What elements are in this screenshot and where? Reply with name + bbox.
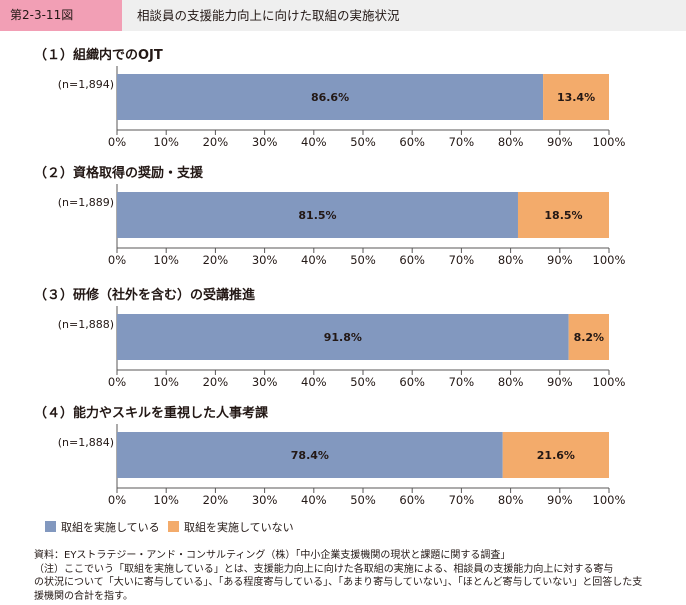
x-tick-label: 30% [252, 493, 278, 507]
x-tick-label: 0% [108, 253, 126, 267]
x-tick-label: 30% [252, 375, 278, 389]
x-tick-label: 60% [399, 135, 425, 149]
bar-segment-implemented [117, 432, 503, 478]
x-tick-label: 20% [203, 135, 229, 149]
x-tick-label: 10% [153, 135, 179, 149]
bar-plot: 0% 10% 20% 30% 40% 50% 60% 70% 80% 90% 100% 81.5% 18… [108, 184, 626, 272]
x-tick-label: 70% [449, 135, 475, 149]
figure-notes: 資料：EYストラテジー・アンド・コンサルティング（株）「中小企業支援機関の現状と… [34, 549, 674, 603]
x-tick-label: 50% [350, 375, 376, 389]
x-tick-label: 90% [547, 375, 573, 389]
bar-plot: 0% 10% 20% 30% 40% 50% 60% 70% 80% 90% 100% 91.8% 8.… [108, 306, 626, 394]
data-label-not-implemented: 21.6% [537, 449, 575, 462]
sample-size-label: (n=1,894) [57, 78, 114, 91]
x-tick-label: 90% [547, 493, 573, 507]
bar-segment-implemented [117, 192, 518, 238]
panel-title: （３）研修（社外を含む）の受講推進 [34, 288, 256, 303]
bar-segment-not-implemented [502, 432, 609, 478]
x-tick-label: 0% [108, 375, 126, 389]
x-tick-label: 70% [449, 253, 475, 267]
x-tick-label: 80% [498, 493, 524, 507]
legend-label-not-implemented: 取組を実施していない [184, 521, 294, 534]
stacked-bar-chart: 0% 10% 20% 30% 40% 50% 60% 70% 80% 90% 100% 81.5% 18… [108, 184, 626, 267]
x-tick-label: 50% [350, 493, 376, 507]
x-tick-label: 10% [153, 493, 179, 507]
panel-title: （１）組織内でのOJT [34, 48, 163, 63]
panel-title: （４）能力やスキルを重視した人事考課 [34, 406, 269, 421]
x-tick-label: 0% [108, 493, 126, 507]
x-tick-label: 80% [498, 375, 524, 389]
note-line-3: 援機関の合計を指す。 [34, 590, 133, 602]
chart-panel-3: （３）研修（社外を含む）の受講推進 (n=1,888) 0% 10% 20% 30% 4… [0, 284, 686, 396]
bar-plot: 0% 10% 20% 30% 40% 50% 60% 70% 80% 90% 100% 78.4% 21… [108, 424, 626, 512]
x-tick-label: 20% [203, 493, 229, 507]
x-tick-label: 50% [350, 253, 376, 267]
x-tick-label: 60% [399, 253, 425, 267]
x-tick-label: 0% [108, 135, 126, 149]
x-tick-label: 90% [547, 253, 573, 267]
x-tick-label: 80% [498, 253, 524, 267]
x-tick-label: 100% [593, 135, 626, 149]
bar-plot: 0% 10% 20% 30% 40% 50% 60% 70% 80% 90% 100% 86.6% 13… [108, 66, 626, 154]
data-label-implemented: 86.6% [311, 91, 349, 104]
figure-title: 相談員の支援能力向上に向けた取組の実施状況 [137, 8, 400, 23]
x-tick-label: 40% [301, 375, 327, 389]
legend-swatch-implemented [45, 521, 56, 532]
x-tick-label: 40% [301, 135, 327, 149]
x-tick-label: 50% [350, 135, 376, 149]
x-tick-label: 30% [252, 253, 278, 267]
x-tick-label: 30% [252, 135, 278, 149]
legend-label-implemented: 取組を実施している [61, 521, 160, 534]
x-tick-label: 100% [593, 253, 626, 267]
legend-swatch-not-implemented [168, 521, 179, 532]
data-label-not-implemented: 13.4% [557, 91, 595, 104]
legend-item-implemented: 取組を実施している [45, 521, 160, 535]
sample-size-label: (n=1,884) [57, 436, 114, 449]
legend-item-not-implemented: 取組を実施していない [168, 521, 294, 535]
data-label-not-implemented: 8.2% [574, 331, 605, 344]
stacked-bar-chart: 0% 10% 20% 30% 40% 50% 60% 70% 80% 90% 100% 91.8% 8.… [108, 306, 626, 389]
x-tick-label: 20% [203, 375, 229, 389]
chart-panel-4: （４）能力やスキルを重視した人事考課 (n=1,884) 0% 10% 20% 30%… [0, 402, 686, 514]
chart-panel-1: （１）組織内でのOJT (n=1,894) 0% 10% 20% 30% 40% 50% 6… [0, 44, 686, 156]
bar-segment-implemented [117, 74, 544, 120]
stacked-bar-chart: 0% 10% 20% 30% 40% 50% 60% 70% 80% 90% 100% 86.6% 13… [108, 66, 626, 149]
stacked-bar-chart: 0% 10% 20% 30% 40% 50% 60% 70% 80% 90% 100% 78.4% 21… [108, 424, 626, 507]
bar-segment-not-implemented [568, 314, 609, 360]
x-tick-label: 20% [203, 253, 229, 267]
bar-segment-not-implemented [517, 192, 609, 238]
x-tick-label: 60% [399, 493, 425, 507]
x-tick-label: 70% [449, 493, 475, 507]
note-line-2: の状況について「大いに寄与している」、「ある程度寄与している」、「あまり寄与して… [34, 577, 643, 588]
data-label-implemented: 81.5% [298, 209, 336, 222]
x-tick-label: 90% [547, 135, 573, 149]
x-tick-label: 10% [153, 375, 179, 389]
x-tick-label: 70% [449, 375, 475, 389]
sample-size-label: (n=1,889) [57, 196, 114, 209]
x-tick-label: 40% [301, 253, 327, 267]
data-label-implemented: 91.8% [324, 331, 362, 344]
figure-id-badge: 第2-3-11図 [0, 0, 122, 31]
x-tick-label: 100% [593, 493, 626, 507]
note-line-1: （注）ここでいう「取組を実施している」とは、支援能力向上に向けた各取組の実施によ… [34, 563, 614, 575]
sample-size-label: (n=1,888) [57, 318, 114, 331]
x-tick-label: 10% [153, 253, 179, 267]
bar-segment-implemented [117, 314, 569, 360]
x-tick-label: 100% [593, 375, 626, 389]
data-label-not-implemented: 18.5% [544, 209, 582, 222]
panel-title: （２）資格取得の奨励・支援 [34, 166, 204, 181]
x-tick-label: 40% [301, 493, 327, 507]
data-label-implemented: 78.4% [291, 449, 329, 462]
source-note: 資料：EYストラテジー・アンド・コンサルティング（株）「中小企業支援機関の現状と… [34, 550, 511, 561]
chart-panel-2: （２）資格取得の奨励・支援 (n=1,889) 0% 10% 20% 30% 40% 50… [0, 162, 686, 274]
x-tick-label: 60% [399, 375, 425, 389]
figure-header: 第2-3-11図 相談員の支援能力向上に向けた取組の実施状況 [0, 0, 686, 31]
x-tick-label: 80% [498, 135, 524, 149]
bar-segment-not-implemented [543, 74, 609, 120]
